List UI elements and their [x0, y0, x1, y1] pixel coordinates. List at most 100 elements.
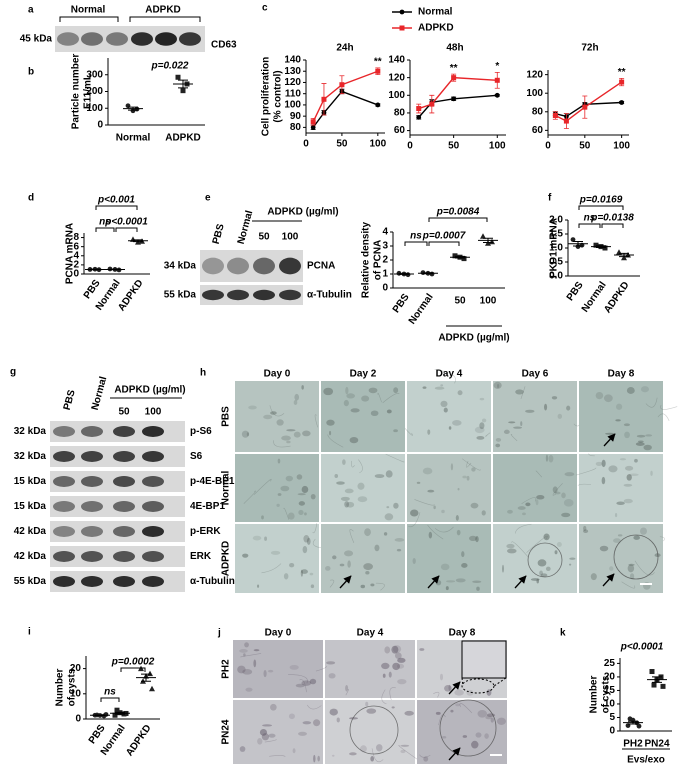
cell-speck: [440, 384, 444, 387]
cell-fiber: [408, 512, 421, 528]
cell-speck: [336, 481, 345, 485]
cell-speck: [448, 684, 451, 691]
micrograph: [321, 381, 405, 452]
blot-band: [279, 289, 301, 301]
cell-speck: [636, 434, 646, 438]
blot-band: [81, 551, 103, 562]
blot-band: [53, 426, 75, 437]
y-tick-label: 5: [609, 712, 615, 723]
data-point: [149, 685, 155, 692]
cell-speck: [382, 673, 386, 678]
cell-fiber: [520, 386, 526, 400]
cell-speck: [332, 555, 337, 560]
cyst-outline: [349, 705, 399, 755]
cell-speck: [484, 733, 489, 739]
y-tick-label: 110: [285, 88, 302, 99]
cell-speck: [640, 386, 649, 393]
cell-fiber: [419, 754, 431, 758]
arrow: [514, 575, 527, 589]
kda-label: 32 kDa: [14, 451, 47, 462]
cell-speck: [239, 649, 248, 653]
cell-speck: [244, 642, 249, 648]
y-tick-label: 0: [97, 120, 103, 131]
p-value: p=0.0084: [436, 207, 480, 218]
cell-speck: [539, 570, 543, 576]
y-tick-label: 1: [382, 269, 388, 280]
cell-speck: [287, 512, 295, 520]
cell-speck: [445, 586, 449, 591]
cell-speck: [540, 573, 548, 577]
cell-fiber: [306, 704, 322, 710]
cell-speck: [294, 393, 300, 401]
cell-speck: [298, 509, 304, 516]
cell-speck: [554, 491, 561, 495]
data-point: [636, 723, 642, 729]
data-point: [375, 68, 381, 74]
panel-letter: d: [28, 193, 34, 204]
cell-speck: [552, 486, 558, 494]
cell-speck: [410, 509, 419, 517]
panel-letter: f: [548, 193, 552, 204]
significance-bracket: [115, 227, 138, 232]
cell-speck: [608, 465, 618, 473]
cell-speck: [525, 502, 531, 507]
cell-speck: [298, 501, 306, 506]
cyst-outline: [439, 699, 497, 757]
cell-speck: [280, 485, 290, 492]
protein-label: 4E-BP1: [190, 501, 225, 512]
cell-speck: [434, 386, 445, 390]
blot-band: [155, 32, 177, 46]
cell-speck: [392, 662, 400, 671]
cell-speck: [257, 738, 263, 745]
significance-bracket: [428, 217, 488, 222]
cell-speck: [605, 432, 615, 435]
data-point: [429, 101, 435, 107]
cell-speck: [239, 746, 246, 752]
cell-speck: [246, 432, 250, 437]
cell-speck: [628, 563, 635, 566]
cell-speck: [301, 680, 312, 686]
cell-fiber: [461, 458, 481, 471]
y-tick-label: 300: [86, 69, 103, 80]
cell-speck: [328, 673, 336, 679]
data-point: [570, 237, 576, 243]
blot-strip: [200, 285, 303, 305]
data-point: [627, 716, 633, 722]
cell-speck: [326, 419, 335, 426]
cell-fiber: [269, 405, 285, 417]
cell-speck: [475, 536, 479, 543]
cell-speck: [544, 403, 548, 411]
arrow: [448, 747, 461, 761]
cell-speck: [381, 662, 390, 670]
kda-label: 32 kDa: [14, 426, 47, 437]
significance-bracket: [578, 223, 601, 228]
cyst-outline: [527, 542, 563, 578]
kda-label: 34 kDa: [164, 261, 197, 272]
micrograph: [235, 524, 319, 593]
cell-speck: [479, 422, 485, 430]
y-tick-label: 15: [604, 685, 616, 696]
cell-speck: [423, 756, 429, 762]
panel-letter: k: [560, 628, 566, 639]
cell-fiber: [345, 688, 349, 696]
data-point: [416, 114, 422, 120]
blot-band: [57, 32, 79, 46]
cell-speck: [365, 701, 369, 707]
significance-bracket: [95, 205, 138, 210]
cell-speck: [503, 429, 510, 434]
cell-speck: [613, 538, 621, 543]
cell-speck: [564, 472, 575, 477]
blot-band: [142, 526, 164, 537]
inset-region: [461, 678, 495, 694]
cell-speck: [263, 414, 273, 420]
cell-speck: [253, 659, 257, 668]
cell-speck: [466, 475, 470, 481]
cell-speck: [349, 752, 357, 756]
data-point: [563, 118, 569, 124]
y-tick-label: 80: [290, 122, 302, 133]
blot-band: [131, 32, 153, 46]
micrograph: [321, 524, 405, 593]
data-point: [480, 233, 486, 239]
cell-speck: [537, 559, 547, 567]
cell-speck: [543, 533, 550, 541]
